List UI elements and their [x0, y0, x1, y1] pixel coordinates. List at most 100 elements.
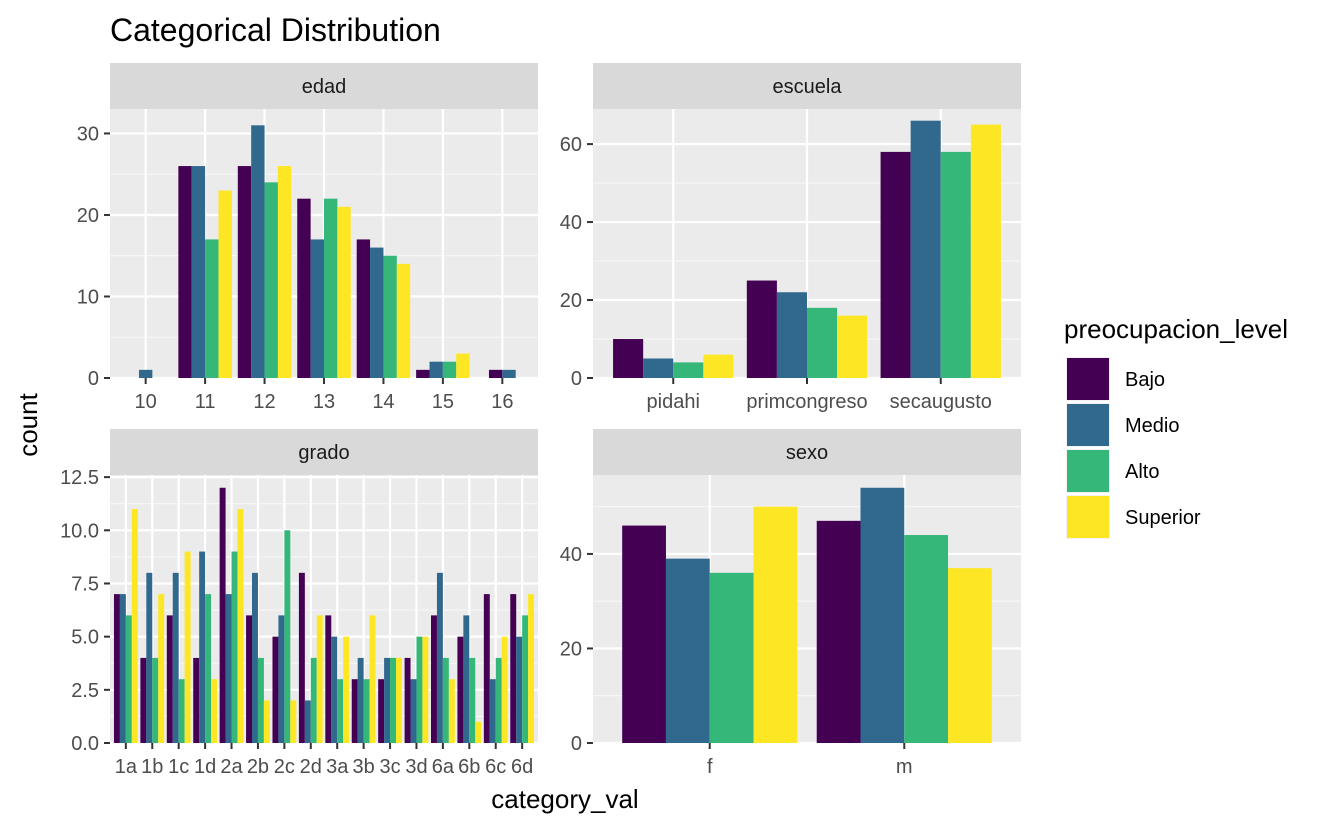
bar-sexo-m-alto — [904, 535, 949, 743]
legend-label-superior: Superior — [1125, 507, 1201, 529]
bar-grado-6b-bajo — [457, 636, 464, 743]
bar-sexo-f-superior — [753, 506, 798, 743]
bar-edad-15-alto — [442, 361, 457, 378]
y-tick-label: 12.5 — [60, 467, 99, 489]
legend-swatch-bajo — [1067, 358, 1109, 400]
x-tick-label: 1b — [141, 756, 163, 778]
legend-swatch-medio — [1067, 404, 1109, 446]
bar-grado-2b-alto — [257, 657, 264, 743]
bar-grado-3c-bajo — [378, 679, 385, 743]
bar-grado-1d-alto — [205, 594, 212, 743]
x-tick-label: 1a — [115, 756, 138, 778]
y-tick-label: 30 — [77, 123, 99, 145]
bar-grado-6b-superior — [475, 721, 482, 743]
x-tick-label: 6d — [511, 756, 533, 778]
bar-grado-6d-superior — [528, 594, 535, 743]
bar-escuela-pidahi-medio — [643, 358, 674, 378]
bar-grado-6d-alto — [522, 615, 529, 743]
x-tick-label: 6b — [458, 756, 480, 778]
bar-grado-1a-superior — [131, 509, 138, 743]
x-tick-label: 13 — [313, 391, 335, 413]
bar-edad-12-superior — [277, 166, 292, 378]
bar-grado-3d-superior — [422, 636, 429, 743]
bar-edad-16-medio — [502, 369, 516, 378]
strip-label: grado — [298, 442, 349, 464]
bar-edad-13-superior — [337, 206, 351, 378]
bar-grado-6d-medio — [516, 636, 523, 743]
bar-grado-1a-alto — [125, 615, 132, 743]
x-tick-label: 3a — [326, 756, 349, 778]
bar-grado-2b-bajo — [246, 615, 253, 743]
bar-grado-1a-bajo — [113, 594, 120, 743]
x-tick-label: 1d — [194, 756, 216, 778]
y-tick-label: 5.0 — [71, 627, 99, 649]
y-tick-label: 0 — [571, 368, 582, 390]
chart-title: Categorical Distribution — [110, 12, 441, 48]
bar-grado-1b-alto — [152, 657, 159, 743]
bar-edad-10-medio — [138, 369, 153, 378]
bar-grado-3a-bajo — [325, 615, 332, 743]
y-tick-label: 0 — [571, 733, 582, 755]
y-tick-label: 60 — [560, 134, 582, 156]
bar-edad-13-bajo — [297, 198, 311, 378]
y-tick-label: 20 — [560, 290, 582, 312]
bar-escuela-pidahi-alto — [673, 362, 704, 378]
bar-grado-3d-alto — [416, 636, 423, 743]
bar-grado-2b-medio — [252, 572, 258, 743]
bar-grado-2a-superior — [237, 509, 244, 743]
bar-grado-6a-superior — [448, 679, 455, 743]
legend-swatch-alto — [1067, 450, 1109, 492]
x-tick-label: 1c — [168, 756, 189, 778]
bar-escuela-pidahi-bajo — [613, 339, 644, 378]
bar-escuela-primcongreso-alto — [807, 307, 838, 378]
bar-sexo-f-medio — [665, 558, 710, 743]
x-tick-label: 6c — [485, 756, 506, 778]
y-tick-label: 40 — [560, 212, 582, 234]
bar-edad-14-superior — [396, 263, 411, 378]
bar-grado-2a-alto — [231, 551, 238, 743]
x-tick-label: 2b — [247, 756, 269, 778]
bar-grado-1d-superior — [211, 679, 217, 743]
bar-grado-6a-alto — [442, 657, 449, 743]
bar-sexo-m-medio — [860, 487, 905, 743]
bar-grado-1d-bajo — [193, 657, 200, 743]
legend-title: preocupacion_level — [1064, 314, 1288, 344]
x-tick-label: m — [896, 756, 913, 778]
bar-edad-14-alto — [383, 255, 397, 378]
y-tick-label: 20 — [77, 205, 99, 227]
bar-grado-3b-superior — [369, 615, 376, 743]
bar-edad-13-medio — [310, 239, 324, 378]
bar-grado-6d-bajo — [510, 594, 517, 743]
strip-background — [593, 63, 1021, 109]
bar-grado-3b-medio — [357, 657, 364, 743]
y-axis-title: count — [13, 392, 43, 456]
bar-grado-1d-medio — [199, 551, 206, 743]
bar-grado-6a-medio — [436, 572, 443, 743]
bar-grado-3b-bajo — [351, 679, 358, 743]
bar-grado-2d-medio — [304, 700, 311, 743]
bar-escuela-secaugusto-superior — [970, 124, 1001, 378]
bar-grado-2c-bajo — [272, 636, 279, 743]
bar-escuela-secaugusto-alto — [940, 151, 971, 378]
legend-label-bajo: Bajo — [1125, 369, 1165, 391]
y-tick-label: 10 — [77, 286, 99, 308]
bar-escuela-primcongreso-bajo — [746, 280, 777, 378]
bar-edad-13-alto — [324, 198, 338, 378]
bar-grado-2c-medio — [278, 615, 285, 743]
x-tick-label: 3d — [405, 756, 427, 778]
legend-swatch-superior — [1067, 496, 1109, 538]
x-tick-label: 16 — [491, 391, 513, 413]
bar-escuela-secaugusto-bajo — [880, 151, 911, 378]
y-tick-label: 20 — [560, 638, 582, 660]
y-tick-label: 0.0 — [71, 733, 99, 755]
bar-edad-15-bajo — [416, 369, 430, 378]
x-tick-label: 2a — [220, 756, 243, 778]
bar-grado-2a-bajo — [219, 487, 226, 743]
bar-edad-12-medio — [251, 125, 265, 378]
bar-grado-2a-medio — [225, 594, 232, 743]
x-tick-label: 10 — [135, 391, 157, 413]
panel-edad: edad 0 10 20 30 10 11 12 13 14 15 16 — [77, 63, 538, 413]
facet-panels: edad 0 10 20 30 10 11 12 13 14 15 16 escuela 0 20 40 60 p… — [60, 63, 1021, 778]
legend: preocupacion_level Bajo Medio Alto Superior — [1064, 314, 1288, 539]
